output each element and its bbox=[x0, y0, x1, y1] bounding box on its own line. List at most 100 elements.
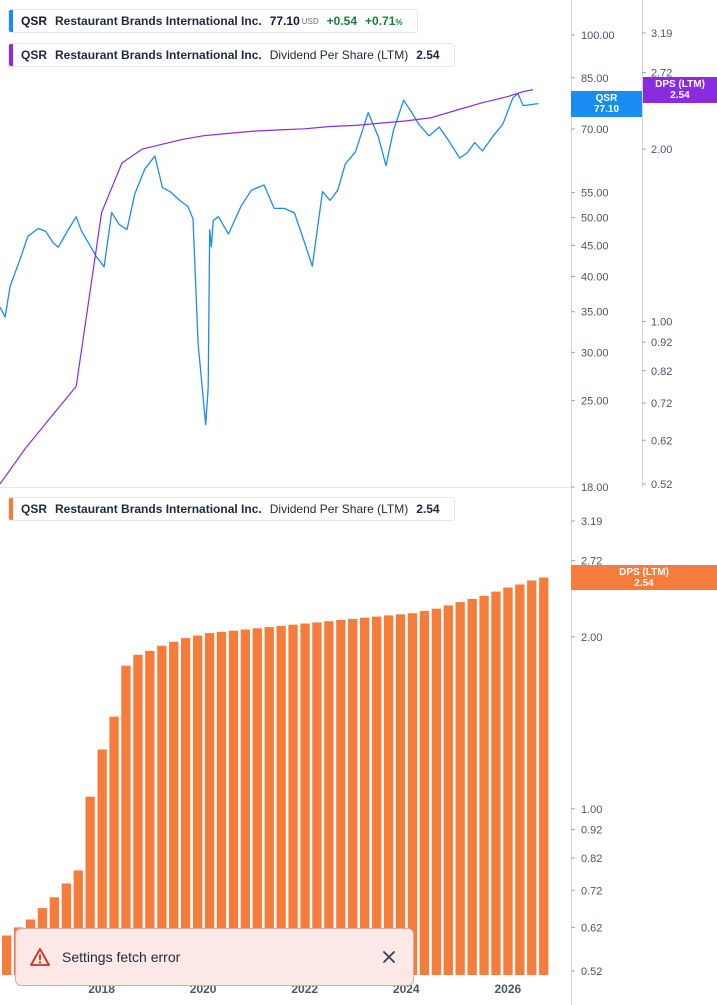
dps-bar bbox=[312, 622, 322, 975]
dps-axis-tick-label: 2.00 bbox=[651, 144, 672, 156]
legend-currency: USD bbox=[301, 16, 319, 26]
dps-ltm-line bbox=[0, 89, 534, 485]
dps-bar bbox=[288, 624, 298, 975]
legend-value: 2.54 bbox=[416, 502, 440, 516]
dps-bar bbox=[443, 605, 453, 975]
legend-change: +0.54 bbox=[326, 14, 358, 28]
price-axis-tick-label: 45.00 bbox=[581, 240, 609, 252]
dps-bar bbox=[2, 935, 12, 975]
price-axis-tick-label: 30.00 bbox=[581, 347, 609, 359]
dps-bar bbox=[193, 635, 203, 975]
dps-bar bbox=[348, 618, 358, 975]
dps-bar bbox=[97, 749, 107, 975]
dps-bar bbox=[228, 630, 239, 975]
dps-bar bbox=[216, 631, 227, 975]
dps-bar bbox=[431, 608, 441, 975]
dps-bar bbox=[157, 645, 167, 975]
dps-bar bbox=[479, 595, 489, 975]
bar-axis-tick-label: 1.00 bbox=[581, 804, 602, 816]
dps-bar bbox=[395, 614, 406, 975]
dps-bar bbox=[240, 629, 250, 975]
dps-bar bbox=[467, 598, 477, 975]
dps-bar bbox=[121, 665, 131, 975]
close-icon[interactable] bbox=[379, 947, 399, 967]
dps-bar bbox=[360, 617, 370, 975]
dps-bar bbox=[181, 638, 191, 975]
dps-bottom-tag: DPS (LTM) 2.54 bbox=[571, 565, 717, 590]
qsr-tag-symbol: QSR bbox=[595, 93, 618, 104]
dps-bar bbox=[336, 620, 346, 975]
dps-bar bbox=[539, 577, 549, 975]
qsr-price-tag: QSR 77.10 bbox=[571, 91, 642, 117]
dps-bar bbox=[372, 616, 382, 975]
legend-value: 2.54 bbox=[416, 48, 440, 62]
dps-line-swatch bbox=[9, 44, 13, 66]
dps-top-tag-label: DPS (LTM) bbox=[655, 79, 705, 90]
price-axis-tick-label: 18.00 bbox=[581, 482, 609, 494]
legend-company: Restaurant Brands International Inc. bbox=[55, 502, 262, 516]
legend-symbol: QSR bbox=[21, 48, 48, 62]
dps-top-tag: DPS (LTM) 2.54 bbox=[643, 77, 717, 103]
x-axis-year-label: 2026 bbox=[494, 982, 521, 996]
dps-bar bbox=[419, 610, 429, 975]
dps-top-tag-value: 2.54 bbox=[670, 90, 690, 101]
dps-bottom-tag-value: 2.54 bbox=[634, 578, 654, 589]
dps-bar bbox=[252, 628, 262, 975]
dps-bar bbox=[503, 587, 513, 975]
price-axis-tick-label: 40.00 bbox=[581, 272, 609, 284]
dps-axis-tick-label: 2.72 bbox=[651, 68, 672, 80]
dps-bottom-tag-label: DPS (LTM) bbox=[619, 567, 669, 578]
price-series-swatch bbox=[9, 10, 13, 32]
price-axis-tick-label: 85.00 bbox=[581, 73, 609, 85]
dps-bar bbox=[300, 623, 310, 975]
qsr-tag-value: 77.10 bbox=[593, 104, 620, 115]
dps-bar bbox=[276, 625, 286, 975]
dps-axis-tick-label: 0.72 bbox=[651, 398, 672, 410]
dps-bar bbox=[324, 621, 334, 975]
dps-bar bbox=[455, 602, 465, 975]
dps-axis-tick-label: 3.19 bbox=[651, 28, 672, 40]
qsr-price-line bbox=[0, 93, 539, 426]
legend-pct-sign: % bbox=[395, 18, 403, 27]
warning-icon bbox=[30, 948, 50, 966]
dps-top-legend[interactable]: QSR Restaurant Brands International Inc.… bbox=[8, 43, 455, 67]
dps-bar bbox=[383, 615, 394, 975]
price-legend[interactable]: QSR Restaurant Brands International Inc.… bbox=[8, 9, 418, 33]
bar-axis-tick-label: 0.72 bbox=[581, 885, 602, 897]
dps-bar bbox=[169, 641, 179, 975]
dps-axis-tick-label: 1.00 bbox=[651, 316, 672, 328]
bar-axis-tick-label: 0.82 bbox=[581, 853, 602, 865]
bar-axis-tick-label: 3.19 bbox=[581, 516, 602, 528]
price-axis-tick-label: 70.00 bbox=[581, 124, 609, 136]
dps-axis-tick-label: 0.82 bbox=[651, 366, 672, 378]
error-toast: Settings fetch error bbox=[15, 928, 414, 986]
legend-company: Restaurant Brands International Inc. bbox=[55, 14, 262, 28]
dps-bar bbox=[515, 584, 525, 975]
dps-bar bbox=[407, 613, 418, 975]
toast-message: Settings fetch error bbox=[62, 949, 181, 965]
legend-company: Restaurant Brands International Inc. bbox=[55, 48, 262, 62]
legend-metric: Dividend Per Share (LTM) bbox=[269, 48, 409, 62]
bar-axis-tick-label: 0.92 bbox=[581, 824, 602, 836]
price-axis-tick-label: 50.00 bbox=[581, 213, 609, 225]
dps-bar bbox=[73, 870, 83, 975]
dps-bottom-legend[interactable]: QSR Restaurant Brands International Inc.… bbox=[8, 497, 455, 521]
dps-bar-swatch bbox=[9, 498, 13, 520]
legend-last-price: 77.10 bbox=[269, 14, 300, 28]
dps-bar bbox=[527, 580, 537, 975]
legend-change-pct: +0.71% bbox=[365, 14, 403, 28]
bar-axis-tick-label: 0.62 bbox=[581, 922, 602, 934]
bar-axis-tick-label: 2.00 bbox=[581, 632, 602, 644]
price-axis-tick-label: 25.00 bbox=[581, 395, 609, 407]
dps-bar bbox=[264, 627, 274, 975]
dps-bar bbox=[109, 716, 119, 975]
dps-bar bbox=[204, 633, 215, 975]
legend-symbol: QSR bbox=[21, 14, 48, 28]
bar-axis-tick-label: 2.72 bbox=[581, 556, 602, 568]
legend-metric: Dividend Per Share (LTM) bbox=[269, 502, 409, 516]
price-axis-tick-label: 100.00 bbox=[581, 30, 615, 42]
price-axis-tick-label: 55.00 bbox=[581, 188, 609, 200]
dps-bar bbox=[145, 650, 155, 975]
dps-axis-tick-label: 0.52 bbox=[651, 479, 672, 491]
dps-bar bbox=[491, 591, 501, 975]
